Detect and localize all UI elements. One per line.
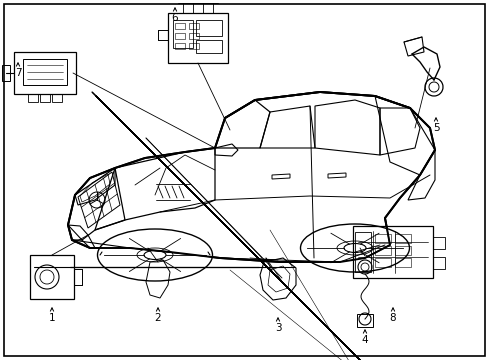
Text: 4: 4 (361, 335, 367, 345)
Ellipse shape (97, 229, 212, 281)
Polygon shape (68, 92, 434, 262)
Ellipse shape (300, 224, 408, 272)
Text: 5: 5 (432, 123, 438, 133)
Text: 3: 3 (274, 323, 281, 333)
Ellipse shape (143, 251, 165, 260)
Text: 8: 8 (389, 313, 395, 323)
Ellipse shape (343, 243, 365, 252)
Text: 6: 6 (171, 13, 178, 23)
Text: 1: 1 (49, 313, 55, 323)
Polygon shape (14, 52, 76, 94)
Text: 7: 7 (15, 68, 21, 78)
Text: 2: 2 (154, 313, 161, 323)
